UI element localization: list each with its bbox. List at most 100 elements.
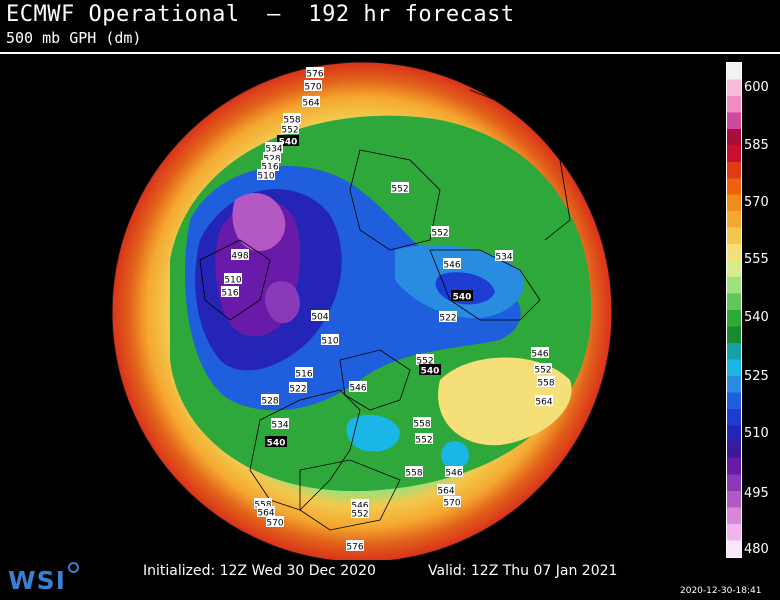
contour-label: 516 <box>261 160 279 173</box>
svg-text:564: 564 <box>257 509 274 519</box>
svg-text:510: 510 <box>224 276 241 286</box>
header-divider <box>0 52 780 54</box>
map-subtitle: 500 mb GPH (dm) <box>6 29 142 47</box>
legend-label: 570 <box>744 195 769 210</box>
wsi-logo: WSI <box>8 566 66 595</box>
svg-text:576: 576 <box>346 543 363 553</box>
legend-label: 510 <box>744 426 769 441</box>
contour-label: 510 <box>321 334 339 347</box>
svg-text:546: 546 <box>443 261 460 271</box>
svg-text:528: 528 <box>263 155 280 165</box>
polar-forecast-map: 5765705645585525405345285165104985105165… <box>111 61 613 560</box>
contour-label: 552 <box>391 182 409 195</box>
contour-label: 522 <box>289 382 307 395</box>
svg-text:552: 552 <box>351 510 368 520</box>
initialized-time: Initialized: 12Z Wed 30 Dec 2020 <box>143 563 376 579</box>
svg-text:552: 552 <box>416 357 433 367</box>
svg-text:552: 552 <box>534 366 551 376</box>
svg-text:558: 558 <box>283 116 300 126</box>
generated-timestamp: 2020-12-30-18:41 <box>680 586 762 596</box>
legend-label: 540 <box>744 310 769 325</box>
svg-text:546: 546 <box>349 384 366 394</box>
coastline-overlay <box>199 89 571 531</box>
contour-label: 552 <box>534 363 552 376</box>
contour-label: 570 <box>266 516 284 529</box>
contour-label: 522 <box>439 311 457 324</box>
svg-text:522: 522 <box>439 314 456 324</box>
contour-label: 540 <box>451 290 473 303</box>
svg-text:516: 516 <box>295 370 312 380</box>
legend-label: 600 <box>744 80 769 95</box>
svg-text:558: 558 <box>537 379 554 389</box>
contour-label: 546 <box>531 347 549 360</box>
contour-label: 552 <box>351 507 369 520</box>
svg-text:546: 546 <box>351 502 368 512</box>
contour-label: 558 <box>537 376 555 389</box>
svg-text:564: 564 <box>302 99 319 109</box>
svg-text:564: 564 <box>437 487 454 497</box>
contour-label: 558 <box>413 417 431 430</box>
svg-text:564: 564 <box>535 398 552 408</box>
svg-text:534: 534 <box>495 253 512 263</box>
contour-label: 510 <box>257 169 275 182</box>
contour-label: 576 <box>346 540 364 553</box>
contour-label: 558 <box>405 466 423 479</box>
legend-label: 480 <box>744 542 769 557</box>
svg-text:528: 528 <box>261 397 278 407</box>
contour-label: 552 <box>416 354 434 367</box>
svg-text:570: 570 <box>304 83 321 93</box>
contour-label: 534 <box>495 250 513 263</box>
contour-label: 498 <box>231 249 249 262</box>
legend-label: 555 <box>744 252 769 267</box>
svg-text:504: 504 <box>311 313 328 323</box>
contour-label: 516 <box>221 286 239 299</box>
svg-text:552: 552 <box>281 126 298 136</box>
contour-label: 570 <box>443 496 461 509</box>
contour-label: 528 <box>263 152 281 165</box>
contour-label: 546 <box>351 499 369 512</box>
contour-label: 540 <box>265 436 287 449</box>
svg-text:570: 570 <box>443 499 460 509</box>
contour-label: 540 <box>277 135 299 148</box>
svg-text:516: 516 <box>261 163 278 173</box>
contour-label: 564 <box>257 506 275 519</box>
svg-text:540: 540 <box>421 367 440 377</box>
svg-text:510: 510 <box>257 172 274 182</box>
svg-text:534: 534 <box>265 145 282 155</box>
svg-text:576: 576 <box>306 70 323 80</box>
height-field <box>112 62 612 560</box>
svg-text:552: 552 <box>431 229 448 239</box>
svg-text:534: 534 <box>271 421 288 431</box>
svg-text:552: 552 <box>415 436 432 446</box>
svg-text:558: 558 <box>254 501 271 511</box>
map-title: ECMWF Operational — 192 hr forecast <box>6 2 515 27</box>
svg-text:558: 558 <box>405 469 422 479</box>
svg-text:522: 522 <box>289 385 306 395</box>
contour-label: 564 <box>535 395 553 408</box>
contour-label: 564 <box>437 484 455 497</box>
wsi-logo-icon <box>68 562 79 573</box>
contour-label: 552 <box>281 123 299 136</box>
svg-text:552: 552 <box>391 185 408 195</box>
svg-text:546: 546 <box>531 350 548 360</box>
contour-label: 576 <box>306 67 324 80</box>
svg-text:498: 498 <box>231 252 248 262</box>
svg-text:540: 540 <box>267 439 286 449</box>
contour-label: 546 <box>443 258 461 271</box>
legend-label: 585 <box>744 138 769 153</box>
contour-label: 552 <box>431 226 449 239</box>
contour-label: 516 <box>295 367 313 380</box>
contour-label: 504 <box>311 310 329 323</box>
svg-text:516: 516 <box>221 289 238 299</box>
svg-text:558: 558 <box>413 420 430 430</box>
svg-text:570: 570 <box>266 519 283 529</box>
svg-text:546: 546 <box>445 469 462 479</box>
valid-time: Valid: 12Z Thu 07 Jan 2021 <box>428 563 618 579</box>
contour-label: 546 <box>445 466 463 479</box>
contour-label: 564 <box>302 96 320 109</box>
contour-label: 558 <box>283 113 301 126</box>
contour-label: 546 <box>349 381 367 394</box>
contour-label: 534 <box>265 142 283 155</box>
contour-label: 534 <box>271 418 289 431</box>
contour-label: 558 <box>254 498 272 511</box>
